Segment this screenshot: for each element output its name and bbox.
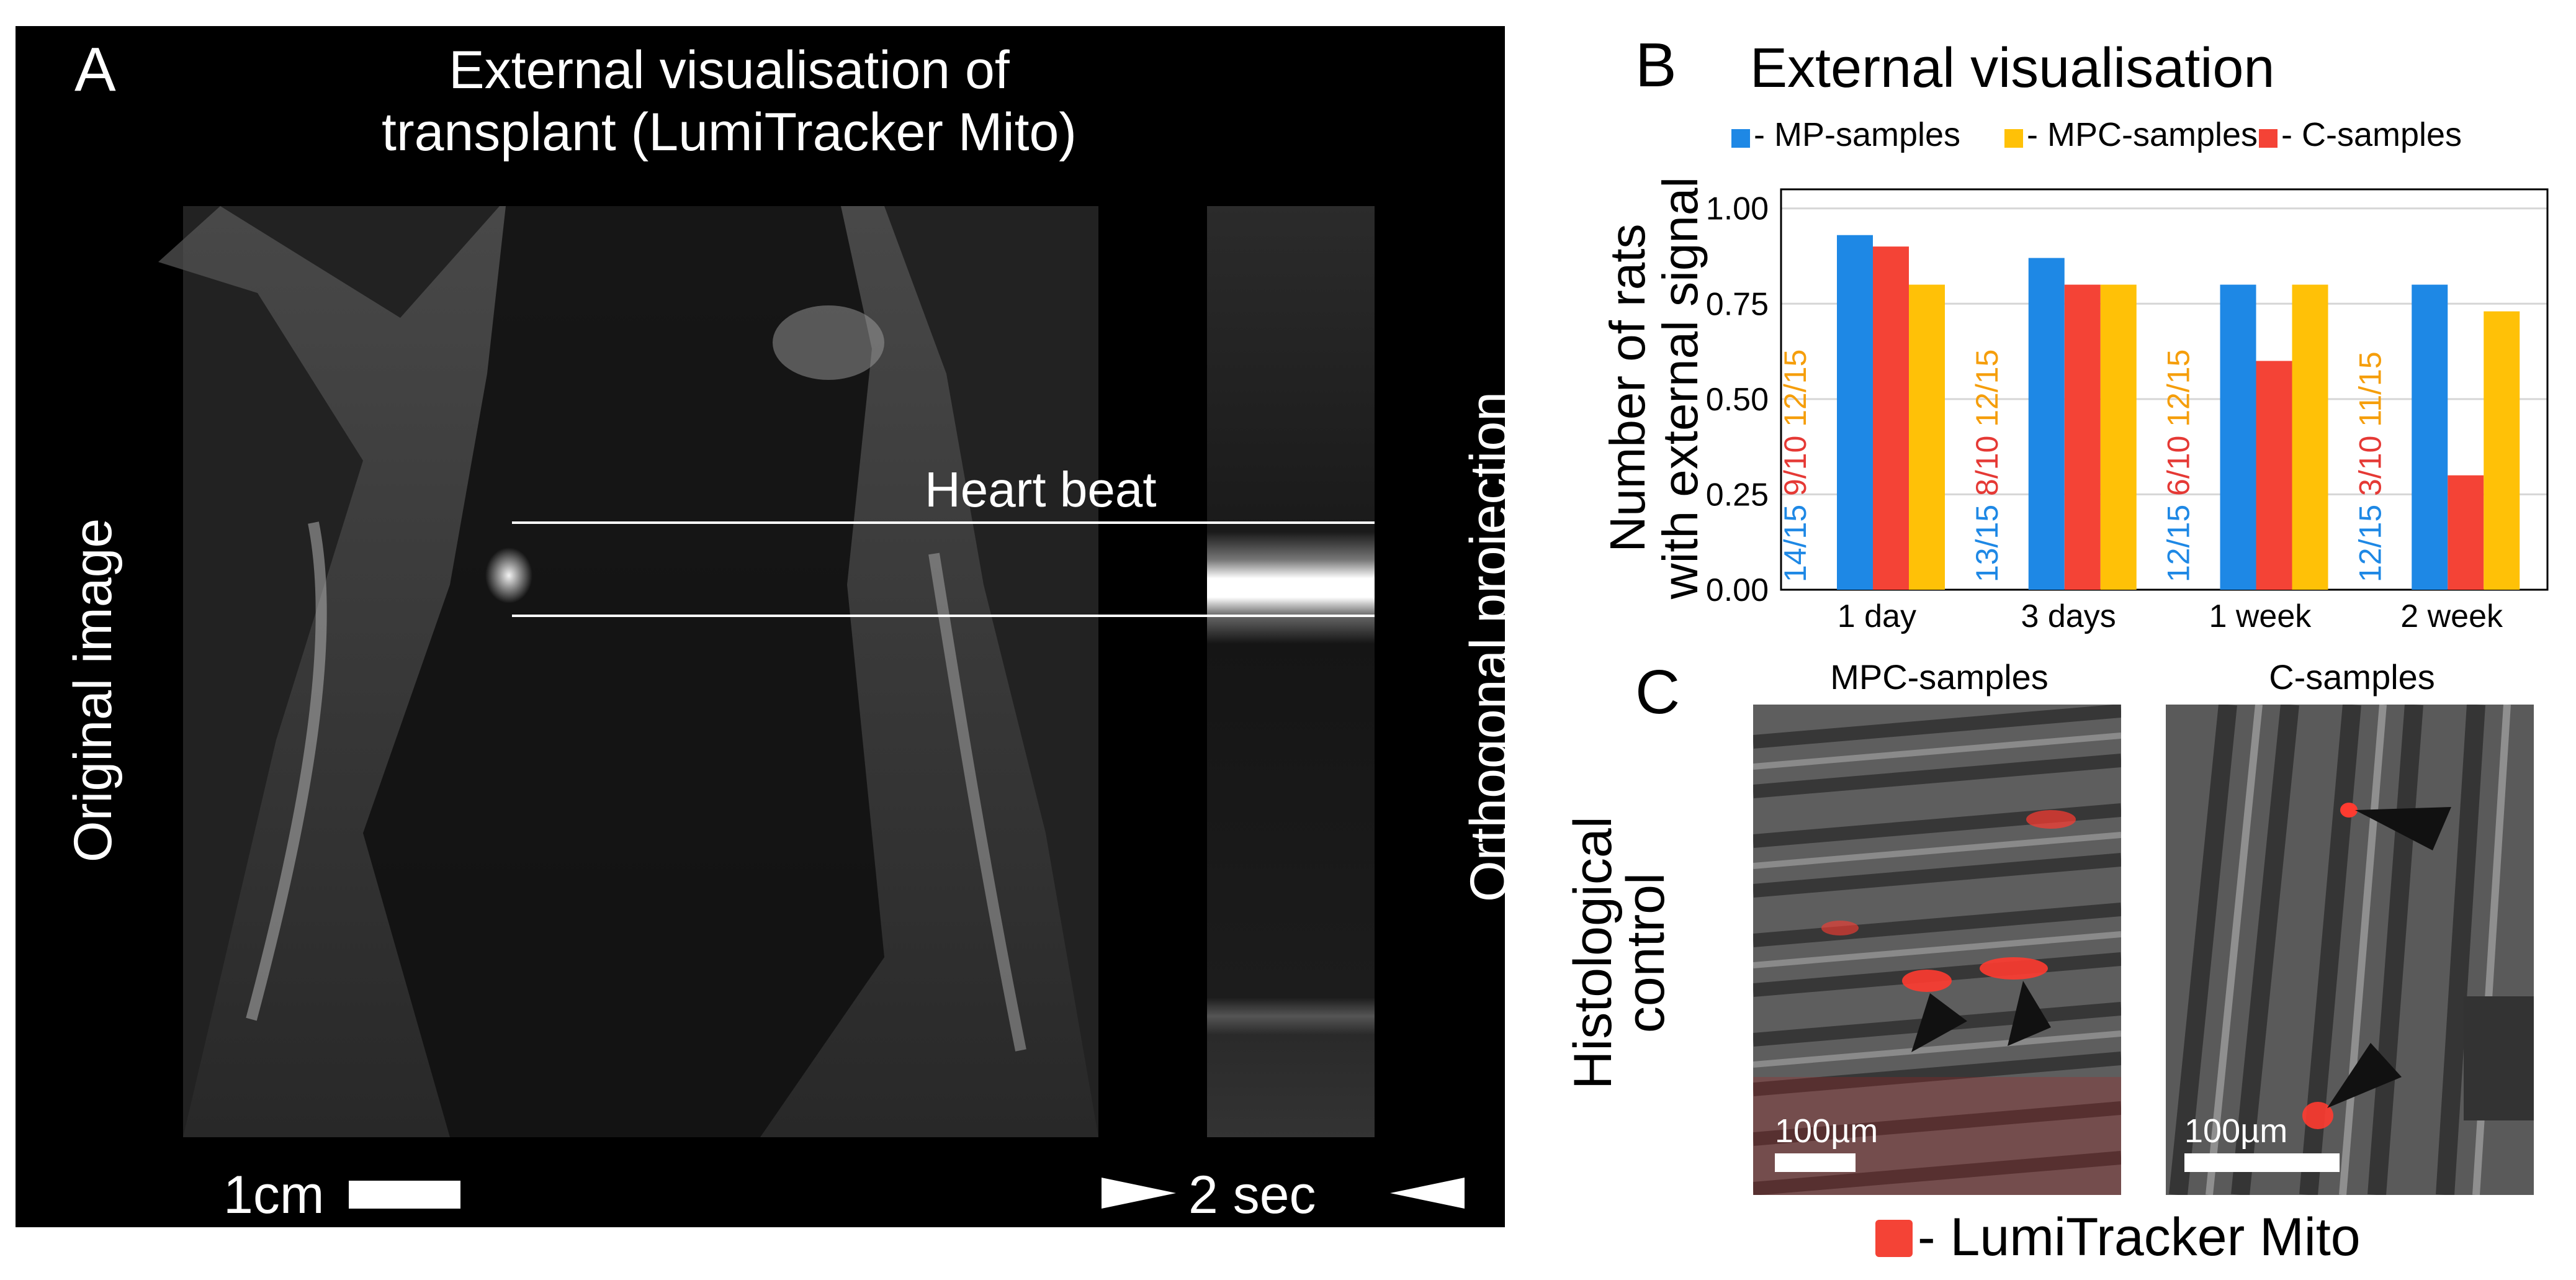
x-tick-label: 1 day bbox=[1838, 598, 1916, 634]
panel-c-letter: C bbox=[1635, 657, 1681, 727]
histology-image-c: 100µm bbox=[2166, 705, 2534, 1195]
fraction-label-part: 12/15 bbox=[1778, 349, 1813, 436]
histological-control-line1: Histological bbox=[1563, 816, 1623, 1089]
original-image-label: Original image bbox=[63, 518, 123, 863]
rat-fluorescence-image bbox=[158, 206, 1465, 1209]
fraction-label-part: 12/15 bbox=[2161, 505, 2196, 582]
x-tick-label: 1 week bbox=[2209, 598, 2312, 634]
bar-mpsamples-3 bbox=[2412, 284, 2448, 590]
y-axis-label-line2: with external signal bbox=[1653, 176, 1708, 600]
scale-bar-label: 1cm bbox=[223, 1165, 325, 1225]
fraction-label-2: 12/15 6/10 12/15 bbox=[2161, 349, 2196, 582]
fraction-label-part: 11/15 bbox=[2353, 351, 2387, 435]
bar-mpcsamples-2 bbox=[2292, 284, 2328, 590]
y-axis-label: Number of rats with external signal bbox=[1600, 140, 1708, 636]
bar-mpsamples-0 bbox=[1837, 235, 1873, 590]
histological-control-line2: control bbox=[1616, 872, 1676, 1034]
panel-a-title-line1: External visualisation of bbox=[449, 40, 1010, 100]
x-tick-label: 2 week bbox=[2400, 598, 2503, 634]
histo-right-scale-label: 100µm bbox=[2184, 1112, 2288, 1150]
y-tick-label: 0.25 bbox=[1706, 477, 1769, 513]
fraction-label-0: 14/15 9/10 12/15 bbox=[1778, 349, 1813, 582]
bar-csamples-3 bbox=[2448, 475, 2484, 590]
fraction-label-part: 6/10 bbox=[2161, 436, 2196, 505]
fraction-label-3: 12/15 3/10 11/15 bbox=[2353, 351, 2387, 582]
histo-left-title: MPC-samples bbox=[1830, 657, 2049, 696]
x-tick-label: 3 days bbox=[2021, 598, 2116, 634]
legend-swatch-0 bbox=[1731, 129, 1750, 148]
fraction-label-part: 3/10 bbox=[2353, 436, 2387, 505]
histo-left-scale-label: 100µm bbox=[1775, 1112, 1878, 1150]
legend-swatch-1 bbox=[2004, 129, 2023, 148]
fraction-label-part: 12/15 bbox=[2161, 349, 2196, 436]
fraction-label-part: 14/15 bbox=[1778, 505, 1813, 582]
y-tick-label: 0.50 bbox=[1706, 382, 1769, 418]
fraction-label-part: 9/10 bbox=[1778, 436, 1813, 505]
bar-csamples-1 bbox=[2064, 284, 2101, 590]
bar-mpsamples-2 bbox=[2220, 284, 2256, 590]
histo-right-title: C-samples bbox=[2269, 657, 2435, 696]
panel-b-letter: B bbox=[1635, 30, 1677, 100]
bar-mpsamples-1 bbox=[2028, 258, 2065, 590]
chart-title: External visualisation bbox=[1750, 37, 2275, 99]
fraction-label-part: 8/10 bbox=[1970, 436, 2004, 505]
bar-mpcsamples-3 bbox=[2484, 311, 2520, 590]
lumitracker-legend-label: - LumiTracker Mito bbox=[1918, 1207, 2361, 1267]
histology-image-mpc: 100µm bbox=[1753, 705, 2121, 1195]
panel-a-letter: A bbox=[74, 35, 116, 104]
y-tick-label: 0.75 bbox=[1706, 286, 1769, 322]
bar-csamples-0 bbox=[1873, 246, 1909, 590]
histological-control-label: Histological control bbox=[1563, 798, 1676, 1108]
panel-a-title-line2: transplant (LumiTracker Mito) bbox=[382, 102, 1077, 162]
fraction-label-1: 13/15 8/10 12/15 bbox=[1970, 349, 2004, 582]
legend-swatch-2 bbox=[2259, 129, 2278, 148]
fraction-label-part: 13/15 bbox=[1970, 505, 2004, 582]
bar-csamples-2 bbox=[2256, 361, 2292, 590]
panel-a-image: A External visualisation of transplant (… bbox=[16, 26, 1505, 1227]
legend-label-2: - C-samples bbox=[2281, 116, 2462, 153]
y-tick-label: 0.00 bbox=[1706, 572, 1769, 608]
plot-frame bbox=[1780, 188, 2549, 591]
bar-mpcsamples-0 bbox=[1909, 284, 1945, 590]
orthogonal-projection-label: Orthogonal projection bbox=[1460, 391, 1505, 903]
y-axis-label-line1: Number of rats bbox=[1600, 223, 1655, 552]
lumitracker-legend-swatch bbox=[1875, 1220, 1913, 1257]
fraction-label-part: 12/15 bbox=[2353, 505, 2387, 582]
time-label: 2 sec bbox=[1188, 1165, 1316, 1225]
legend-label-1: - MPC-samples bbox=[2027, 116, 2258, 153]
bar-chart: - MP-samples - MPC-samples - C-samples 0.00… bbox=[1706, 116, 2549, 634]
heart-beat-label: Heart beat bbox=[925, 462, 1157, 517]
y-tick-label: 1.00 bbox=[1706, 191, 1769, 227]
fraction-label-part: 12/15 bbox=[1970, 349, 2004, 436]
legend-label-0: - MP-samples bbox=[1754, 116, 1960, 153]
bar-mpcsamples-1 bbox=[2100, 284, 2137, 590]
